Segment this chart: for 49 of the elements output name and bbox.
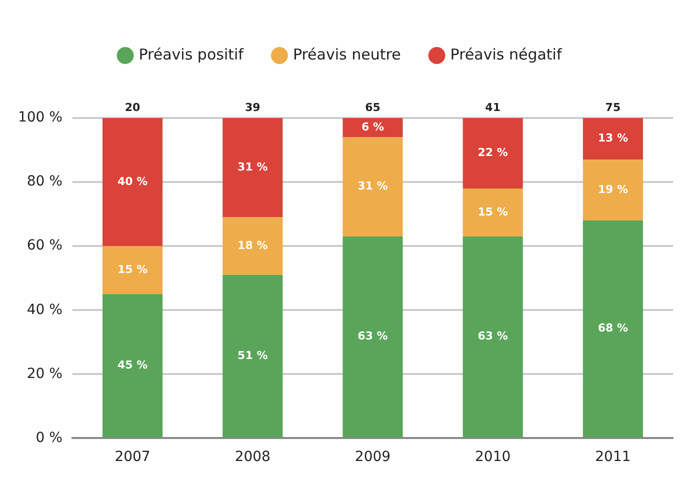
x-tick-label: 2009 [354,449,391,466]
bar [582,118,643,160]
data-label: 19 % [598,182,628,196]
bar [462,118,523,188]
bar [342,118,403,138]
bar [222,217,283,275]
y-tick-label: 40 % [26,302,62,318]
data-label: 68 % [598,322,628,335]
annotation: 20 [124,100,141,114]
legend-label: Préavis négatif [450,45,562,64]
data-label: 51 % [238,348,268,362]
legend-label: Préavis positif [138,45,244,64]
y-tick-label: 100 % [18,110,62,126]
data-label: 40 % [117,174,148,188]
y-tick-label: 0 % [36,430,62,446]
annotation: 65 [365,100,380,114]
bar [582,220,643,438]
x-tick-label: 2008 [234,449,270,466]
bar [342,137,403,236]
data-label: 6 % [361,120,384,134]
bar [102,118,163,246]
bar [102,294,163,438]
data-label: 22 % [478,146,508,160]
data-label: 18 % [238,238,268,252]
annotation: 41 [485,100,500,114]
bar [342,236,403,438]
data-label: 63 % [358,330,388,343]
bar [462,236,523,438]
data-label: 13 % [598,132,628,145]
bar [462,188,523,236]
data-label: 15 % [478,205,508,218]
annotation: 75 [605,100,621,114]
x-tick-label: 2011 [595,449,631,466]
data-label: 31 % [238,160,268,174]
annotation: 39 [244,100,260,114]
data-label: 15 % [117,262,148,276]
data-label: 45 % [117,358,148,372]
data-label: 63 % [478,330,508,343]
y-tick-label: 20 % [26,366,62,382]
y-tick-label: 80 % [26,174,62,190]
legend-label: Préavis neutre [292,45,401,64]
bar [222,118,283,218]
x-tick-label: 2010 [475,449,511,466]
bar [222,274,283,438]
x-tick-label: 2007 [114,449,150,466]
data-label: 31 % [358,180,388,193]
y-tick-label: 60 % [26,238,62,254]
bar [102,246,163,294]
bar [582,160,643,220]
